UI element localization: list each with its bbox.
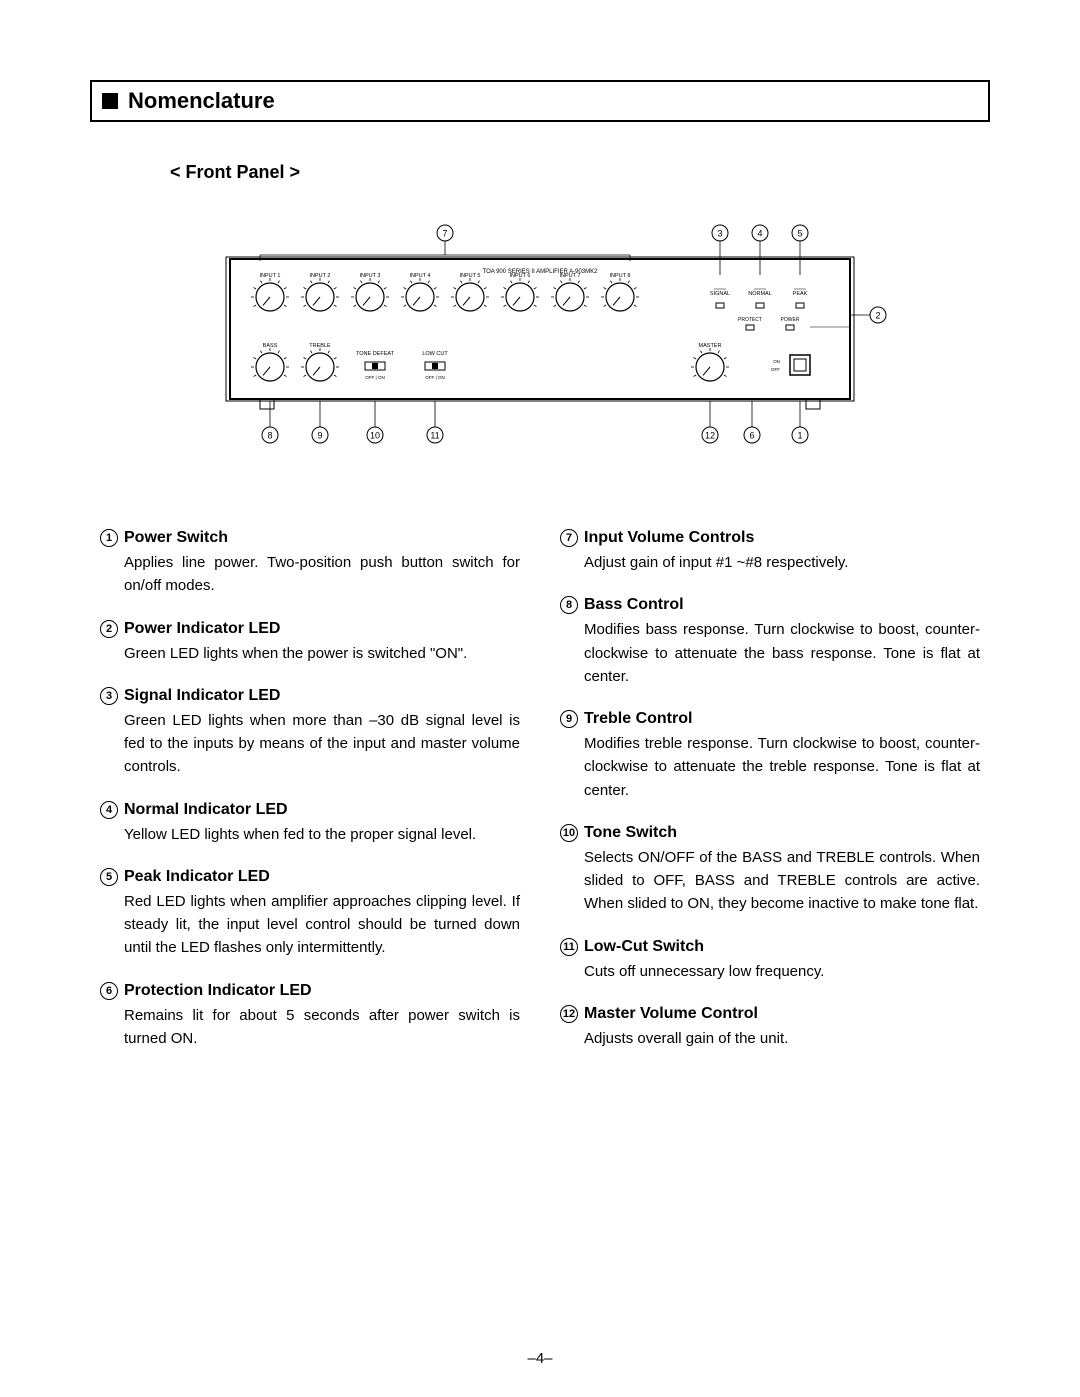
description-item: 6 Protection Indicator LED Remains lit for… xyxy=(100,982,520,1051)
svg-text:INPUT 8: INPUT 8 xyxy=(610,273,631,279)
svg-text:TONE DEFEAT: TONE DEFEAT xyxy=(356,351,395,357)
item-number-icon: 2 xyxy=(100,620,118,638)
svg-text:LOW CUT: LOW CUT xyxy=(422,351,448,357)
front-panel-diagram: TOA 900 SERIES II AMPLIFIER A-903MK2INPU… xyxy=(190,219,890,449)
description-item: 9 Treble Control Modifies treble response.… xyxy=(560,710,980,802)
svg-text:OFF | ON: OFF | ON xyxy=(365,375,384,380)
item-title: Bass Control xyxy=(584,596,684,614)
description-item: 11 Low-Cut Switch Cuts off unnecessary low… xyxy=(560,938,980,983)
right-column: 7 Input Volume Controls Adjust gain of inp… xyxy=(560,529,980,1072)
svg-text:TREBLE: TREBLE xyxy=(309,343,331,349)
description-item: 2 Power Indicator LED Green LED lights whe… xyxy=(100,620,520,665)
svg-text:1: 1 xyxy=(797,431,802,441)
item-number-icon: 12 xyxy=(560,1005,578,1023)
item-description: Adjusts overall gain of the unit. xyxy=(584,1027,980,1050)
item-title: Master Volume Control xyxy=(584,1005,758,1023)
svg-text:8: 8 xyxy=(267,431,272,441)
svg-text:INPUT 6: INPUT 6 xyxy=(510,273,531,279)
item-number-icon: 5 xyxy=(100,868,118,886)
svg-text:12: 12 xyxy=(705,431,715,441)
item-number-icon: 10 xyxy=(560,824,578,842)
svg-text:2: 2 xyxy=(875,311,880,321)
description-item: 10 Tone Switch Selects ON/OFF of the BASS … xyxy=(560,824,980,916)
svg-text:INPUT 4: INPUT 4 xyxy=(410,273,431,279)
front-panel-subtitle: < Front Panel > xyxy=(170,162,990,183)
page-number: –4– xyxy=(527,1350,552,1367)
svg-text:ON: ON xyxy=(773,359,780,364)
left-column: 1 Power Switch Applies line power. Two-pos… xyxy=(100,529,520,1072)
description-columns: 1 Power Switch Applies line power. Two-pos… xyxy=(100,529,980,1072)
svg-text:6: 6 xyxy=(749,431,754,441)
svg-text:TOA 900 SERIES II AMPLIFIER: TOA 900 SERIES II AMPLIFIER A-903MK2 xyxy=(483,269,599,275)
description-item: 5 Peak Indicator LED Red LED lights when a… xyxy=(100,868,520,960)
description-item: 7 Input Volume Controls Adjust gain of inp… xyxy=(560,529,980,574)
section-title: Nomenclature xyxy=(128,88,275,114)
svg-text:MASTER: MASTER xyxy=(699,343,722,349)
item-description: Modifies bass response. Turn clockwise t… xyxy=(584,618,980,688)
svg-text:BASS: BASS xyxy=(263,343,278,349)
svg-text:11: 11 xyxy=(430,431,439,441)
svg-text:NORMAL: NORMAL xyxy=(748,291,772,297)
svg-text:INPUT 3: INPUT 3 xyxy=(360,273,381,279)
item-description: Green LED lights when more than –30 dB s… xyxy=(124,709,520,779)
item-description: Remains lit for about 5 seconds after po… xyxy=(124,1004,520,1051)
item-title: Normal Indicator LED xyxy=(124,801,288,819)
item-description: Cuts off unnecessary low frequency. xyxy=(584,960,980,983)
item-number-icon: 9 xyxy=(560,710,578,728)
svg-text:7: 7 xyxy=(442,229,447,239)
svg-text:OFF | ON: OFF | ON xyxy=(425,375,444,380)
svg-text:INPUT 5: INPUT 5 xyxy=(460,273,481,279)
svg-text:PROTECT: PROTECT xyxy=(738,317,762,323)
svg-text:POWER: POWER xyxy=(781,317,800,323)
item-description: Applies line power. Two-position push bu… xyxy=(124,551,520,598)
svg-text:10: 10 xyxy=(370,431,380,441)
item-number-icon: 11 xyxy=(560,938,578,956)
item-title: Protection Indicator LED xyxy=(124,982,312,1000)
item-number-icon: 4 xyxy=(100,801,118,819)
item-title: Power Switch xyxy=(124,529,228,547)
svg-text:PEAK: PEAK xyxy=(793,291,808,297)
item-description: Yellow LED lights when fed to the proper… xyxy=(124,823,520,846)
item-number-icon: 3 xyxy=(100,687,118,705)
item-title: Input Volume Controls xyxy=(584,529,754,547)
svg-text:4: 4 xyxy=(757,229,762,239)
svg-text:SIGNAL: SIGNAL xyxy=(710,291,730,297)
item-title: Tone Switch xyxy=(584,824,677,842)
item-title: Signal Indicator LED xyxy=(124,687,280,705)
item-title: Power Indicator LED xyxy=(124,620,280,638)
svg-text:9: 9 xyxy=(317,431,322,441)
item-number-icon: 6 xyxy=(100,982,118,1000)
item-description: Adjust gain of input #1 ~#8 respectively… xyxy=(584,551,980,574)
svg-text:INPUT 1: INPUT 1 xyxy=(260,273,281,279)
description-item: 12 Master Volume Control Adjusts overall g… xyxy=(560,1005,980,1050)
square-bullet-icon xyxy=(102,93,118,109)
svg-text:INPUT 7: INPUT 7 xyxy=(560,273,581,279)
item-description: Selects ON/OFF of the BASS and TREBLE co… xyxy=(584,846,980,916)
svg-text:3: 3 xyxy=(717,229,722,239)
item-description: Modifies treble response. Turn clockwise… xyxy=(584,732,980,802)
item-title: Low-Cut Switch xyxy=(584,938,704,956)
item-number-icon: 1 xyxy=(100,529,118,547)
description-item: 8 Bass Control Modifies bass response. Tur… xyxy=(560,596,980,688)
item-description: Red LED lights when amplifier approaches… xyxy=(124,890,520,960)
section-header: Nomenclature xyxy=(90,80,990,122)
item-number-icon: 7 xyxy=(560,529,578,547)
svg-text:OFF: OFF xyxy=(771,367,780,372)
svg-text:INPUT 2: INPUT 2 xyxy=(310,273,331,279)
item-title: Peak Indicator LED xyxy=(124,868,270,886)
svg-text:5: 5 xyxy=(797,229,802,239)
item-number-icon: 8 xyxy=(560,596,578,614)
item-description: Green LED lights when the power is switc… xyxy=(124,642,520,665)
description-item: 4 Normal Indicator LED Yellow LED lights w… xyxy=(100,801,520,846)
description-item: 3 Signal Indicator LED Green LED lights wh… xyxy=(100,687,520,779)
description-item: 1 Power Switch Applies line power. Two-pos… xyxy=(100,529,520,598)
item-title: Treble Control xyxy=(584,710,692,728)
